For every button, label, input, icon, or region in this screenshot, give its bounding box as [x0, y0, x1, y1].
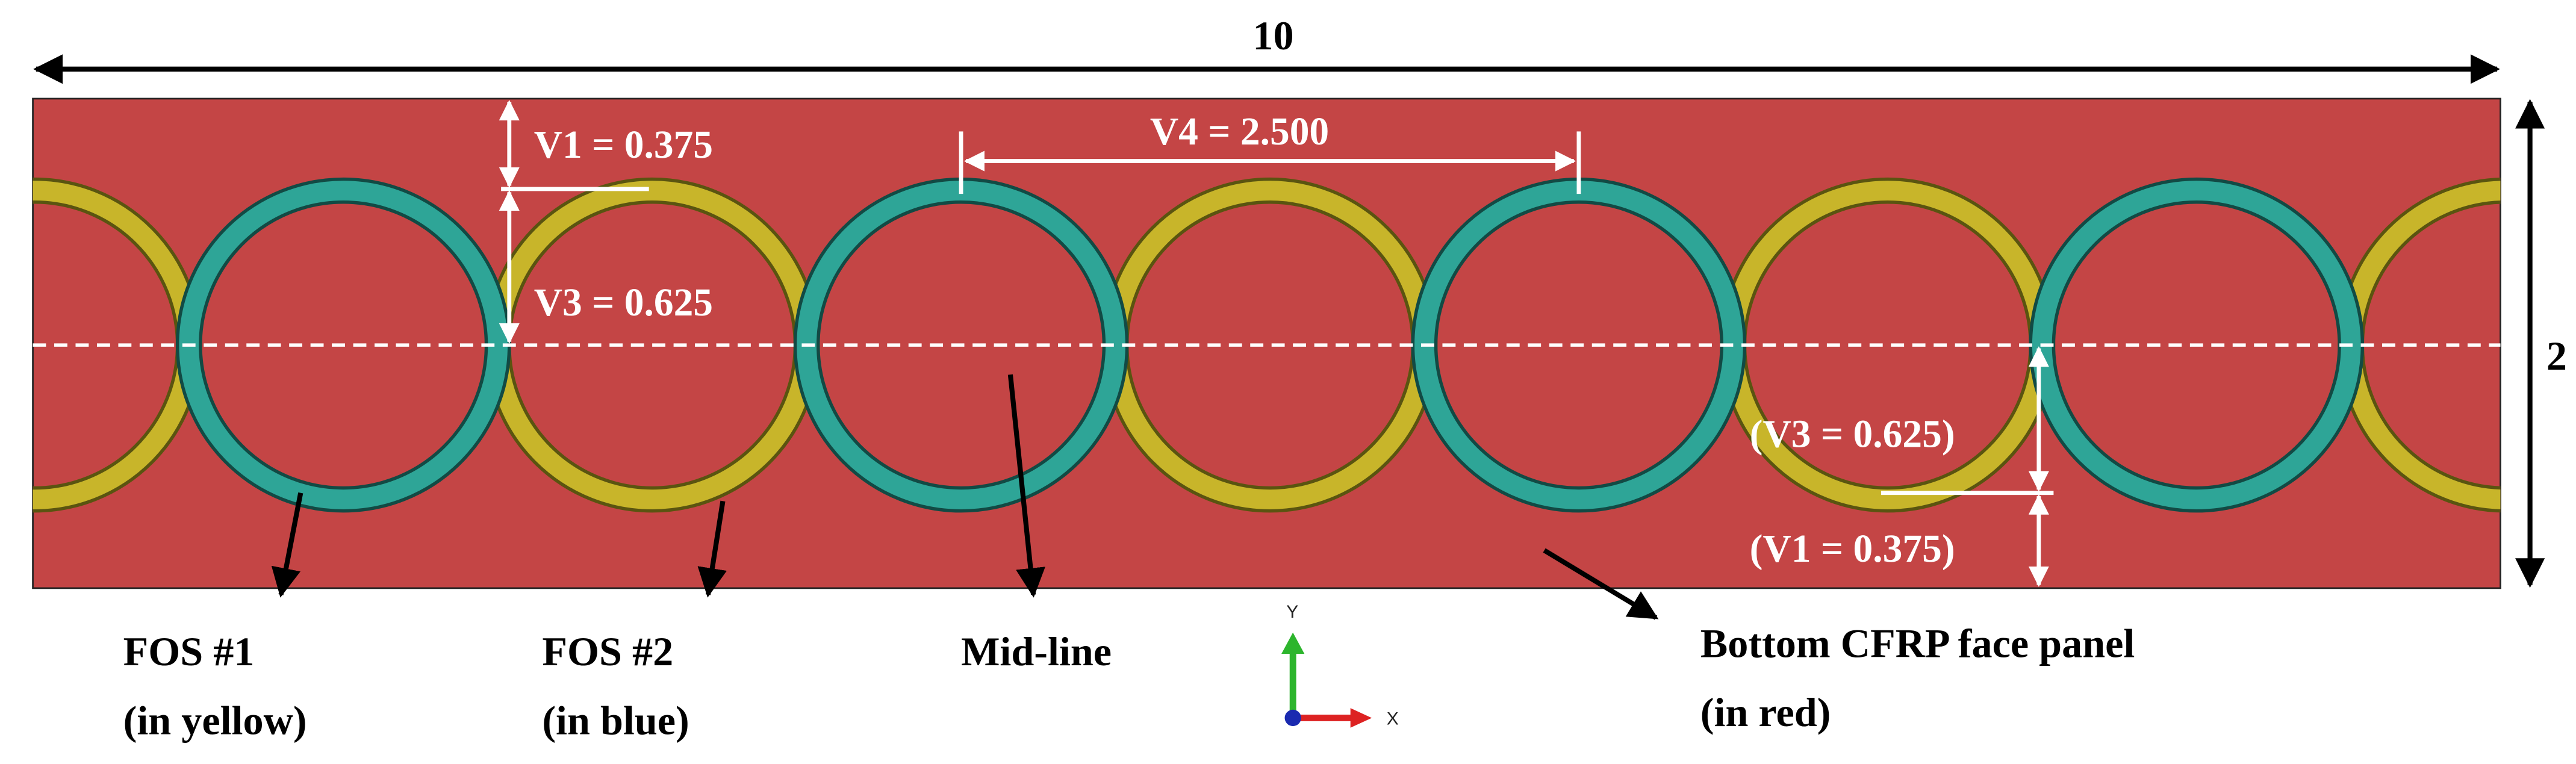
v4-label: V4 = 2.500: [1150, 110, 1329, 154]
callout-note: (in yellow): [123, 698, 307, 744]
callout-arrows: [271, 374, 1659, 620]
callout-note: (in blue): [542, 698, 689, 744]
callout-label: FOS #1: [123, 629, 255, 674]
length-label: 10: [1252, 13, 1293, 58]
v1-top-label: V1 = 0.375: [534, 123, 713, 167]
callout-label: FOS #2: [542, 629, 673, 674]
axis-triad: Y X: [1281, 602, 1399, 728]
v1-bottom-label: (V1 = 0.375): [1750, 527, 1955, 571]
axis-x-label: X: [1387, 709, 1399, 728]
axis-y-label: Y: [1286, 602, 1298, 622]
white-dimensions: [499, 99, 2054, 587]
callout-label: Mid-line: [961, 629, 1112, 674]
callout-label: Bottom CFRP face panel: [1700, 620, 2135, 666]
height-label: 2: [2546, 333, 2567, 379]
callout-note: (in red): [1700, 689, 1831, 735]
v3-top-label: V3 = 0.625: [534, 281, 713, 325]
v3-bottom-label: (V3 = 0.625): [1750, 412, 1955, 456]
